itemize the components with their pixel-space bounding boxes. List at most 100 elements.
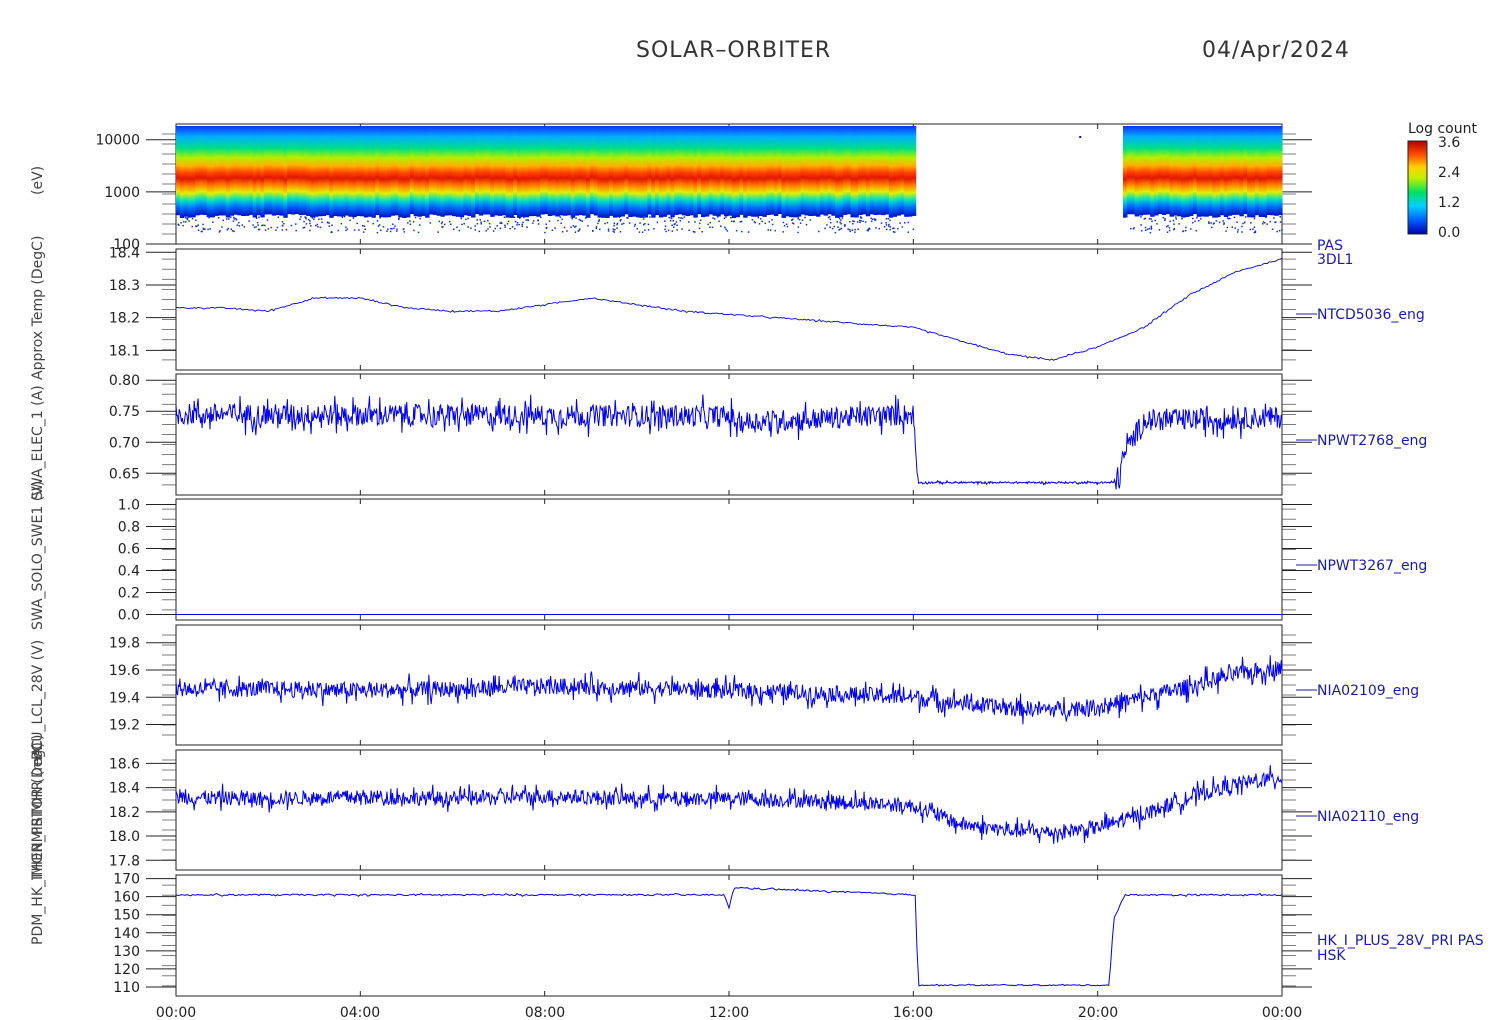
heatmap-cell [1239,126,1244,217]
heatmap-speck [642,216,645,218]
heatmap-speck [673,223,676,226]
heatmap-speck [1215,220,1218,222]
y-tick-label: 18.2 [109,805,140,821]
heatmap-cell [758,126,763,217]
x-tick-label: 12:00 [709,1005,749,1020]
heatmap-speck [853,220,855,223]
heatmap-speck [889,226,892,228]
heatmap-speck [494,227,497,230]
heatmap-speck [1198,219,1200,222]
y-tick-label: 0.70 [109,435,140,451]
heatmap-speck [467,226,469,228]
heatmap-speck [403,231,406,233]
heatmap-cell [1146,126,1151,215]
heatmap-cell [187,126,192,218]
heatmap-cell [812,126,817,216]
heatmap-speck [798,218,801,221]
heatmap-cell [214,126,219,216]
heatmap-speck [442,225,444,228]
y-tick-label: 18.4 [109,781,140,797]
heatmap-cell [1154,126,1159,216]
series-label: 3DL1 [1317,252,1353,268]
heatmap-speck [585,217,587,219]
heatmap-cell [287,126,292,215]
heatmap-speck [733,220,735,223]
heatmap-cell [367,126,373,217]
heatmap-speck [867,229,870,232]
heatmap-cell [329,126,334,218]
heatmap-speck [356,222,358,225]
heatmap-cell [1266,126,1271,216]
x-tick-label: 20:00 [1078,1005,1118,1020]
heatmap-speck [638,216,640,218]
heatmap-cell [819,126,825,215]
heatmap-speck [566,230,568,232]
heatmap-speck [826,224,828,226]
heatmap-speck [238,225,241,227]
series-label: NIA02110_eng [1317,809,1419,825]
heatmap-speck [1168,229,1171,232]
heatmap-cell [474,126,480,215]
heatmap-speck [852,220,854,222]
heatmap-cell [375,126,380,215]
y-tick-label: 19.8 [109,636,140,652]
heatmap-cell [1157,126,1163,215]
heatmap-speck [197,224,199,226]
heatmap-speck [367,220,369,223]
heatmap-speck [647,229,650,231]
heatmap-speck [465,218,467,221]
heatmap-cell [639,126,645,218]
heatmap-cell [195,126,200,216]
heatmap-speck [621,223,623,225]
heatmap-speck [840,219,842,221]
heatmap-cell [233,126,238,215]
heatmap-cell [1235,126,1240,215]
heatmap-cell [643,126,648,218]
heatmap-cell [789,126,794,218]
heatmap-speck [310,225,312,227]
heatmap-cell [716,126,721,217]
heatmap-speck [209,228,211,230]
heatmap-speck [1223,223,1225,225]
heatmap-speck [267,228,270,230]
heatmap-speck [681,217,684,220]
y-tick-label: 150 [113,908,140,924]
heatmap-speck [698,227,701,230]
heatmap-speck [527,219,530,222]
heatmap-cell [773,126,779,216]
heatmap-speck [313,218,315,220]
heatmap-cell [294,126,300,215]
heatmap-speck [857,228,859,231]
heatmap-speck [379,229,382,232]
heatmap-cell [302,126,307,215]
heatmap-speck [1150,227,1153,229]
heatmap-speck [836,221,839,223]
heatmap-speck [1254,230,1257,232]
heatmap-speck [649,216,651,218]
heatmap-speck [1079,136,1082,138]
y-tick-label: 100 [113,237,140,253]
heatmap-speck [1253,217,1256,220]
heatmap-cell [877,126,882,215]
heatmap-speck [1254,231,1257,233]
heatmap-speck [509,227,511,230]
heatmap-speck [228,218,230,220]
heatmap-speck [1145,229,1147,231]
heatmap-cell [260,126,265,218]
heatmap-speck [363,231,365,233]
heatmap-cell [1185,126,1190,217]
heatmap-speck [741,230,743,233]
heatmap-speck [537,223,540,225]
heatmap-speck [1173,227,1176,230]
heatmap-speck [441,221,444,223]
heatmap-speck [461,223,463,226]
heatmap-speck [545,223,547,225]
heatmap-speck [546,226,548,229]
heatmap-speck [521,223,523,226]
heatmap-speck [316,223,319,226]
series-label: NIA02109_eng [1317,683,1419,699]
heatmap-speck [585,216,587,218]
heatmap-speck [305,217,307,220]
heatmap-speck [619,220,622,222]
heatmap-cell [704,126,710,217]
